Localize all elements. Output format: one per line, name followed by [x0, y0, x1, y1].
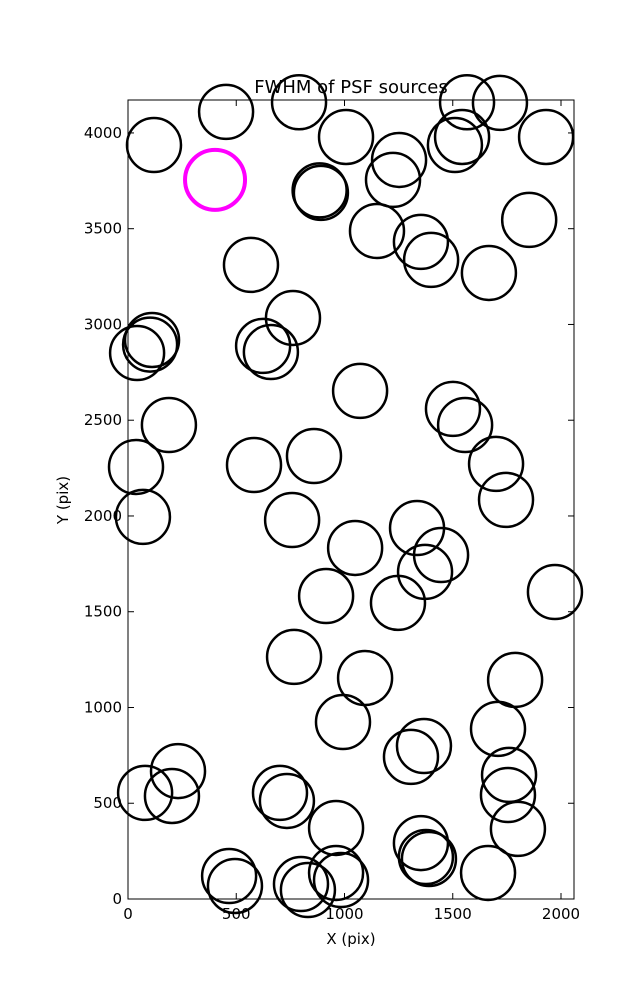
source-circle — [123, 311, 181, 369]
source-circle — [272, 855, 330, 913]
source-circle — [307, 844, 365, 902]
source-circle — [517, 108, 575, 166]
source-circle — [459, 844, 517, 902]
x-tick-label: 1000 — [325, 905, 363, 923]
source-circle — [314, 693, 372, 751]
y-tick-label: 3500 — [84, 220, 122, 238]
source-circle — [242, 323, 300, 381]
source-circle — [307, 799, 365, 857]
source-circle — [467, 435, 525, 493]
source-circle — [312, 851, 370, 909]
y-tick-label: 2000 — [84, 507, 122, 525]
x-tick-label: 0 — [123, 905, 133, 923]
source-circle — [460, 244, 518, 302]
y-tick-label: 0 — [112, 890, 122, 908]
source-circle — [197, 83, 255, 141]
source-circle — [107, 438, 165, 496]
y-tick-label: 4000 — [84, 124, 122, 142]
source-circle — [382, 728, 440, 786]
y-tick-label: 500 — [93, 794, 122, 812]
source-circle — [317, 108, 375, 166]
y-tick-label: 1500 — [84, 603, 122, 621]
source-circle — [348, 202, 406, 260]
source-circle — [436, 396, 494, 454]
source-circle — [265, 628, 323, 686]
source-circle — [477, 471, 535, 529]
source-circle — [116, 764, 174, 822]
plot-frame — [127, 99, 575, 900]
x-tick-label: 500 — [222, 905, 251, 923]
source-circle — [397, 828, 455, 886]
plot-area — [107, 74, 584, 919]
source-circle — [270, 74, 328, 131]
source-circle — [206, 857, 264, 915]
source-circle — [364, 151, 422, 209]
source-circle — [526, 563, 584, 621]
source-circle — [263, 491, 321, 549]
source-circle — [438, 74, 496, 131]
source-circle — [331, 362, 389, 420]
source-circle — [479, 766, 537, 824]
source-circle — [140, 396, 198, 454]
source-circle — [400, 830, 458, 888]
source-circle — [489, 800, 547, 858]
x-tick-label: 1500 — [434, 905, 472, 923]
source-circle — [433, 108, 491, 166]
y-tick-label: 1000 — [84, 698, 122, 716]
source-circle — [426, 116, 484, 174]
source-circle — [412, 526, 470, 584]
source-circle — [370, 131, 428, 189]
y-tick-label: 2500 — [84, 411, 122, 429]
source-circle — [149, 742, 207, 800]
source-circle — [143, 767, 201, 825]
source-circle — [402, 231, 460, 289]
source-circle — [369, 574, 427, 632]
chart-title: FWHM of PSF sources — [254, 77, 448, 98]
source-circle — [326, 519, 384, 577]
source-circle — [471, 74, 529, 132]
source-circle — [285, 427, 343, 485]
source-circle — [234, 317, 292, 375]
y-tick-label: 3000 — [84, 315, 122, 333]
source-circle — [291, 162, 348, 219]
source-circle — [183, 147, 248, 212]
source-circle — [392, 213, 450, 271]
source-circle — [500, 191, 558, 249]
source-circle — [336, 649, 394, 707]
source-circle — [297, 567, 355, 625]
source-circle — [125, 116, 183, 174]
source-circle — [480, 746, 538, 804]
source-circle — [114, 488, 172, 546]
y-axis-label: Y (pix) — [54, 476, 72, 525]
source-circle — [279, 861, 337, 919]
source-circle — [222, 236, 280, 294]
source-circle — [424, 380, 482, 438]
source-circle — [469, 700, 527, 758]
source-circle — [251, 764, 309, 822]
source-circle — [225, 436, 283, 494]
source-circle — [258, 772, 316, 830]
x-tick-label: 2000 — [542, 905, 580, 923]
source-circle — [486, 651, 544, 709]
source-circle — [200, 847, 258, 905]
source-circle — [121, 316, 179, 373]
x-axis-label: X (pix) — [326, 930, 375, 948]
source-circle — [395, 717, 453, 775]
source-circle — [108, 324, 166, 382]
